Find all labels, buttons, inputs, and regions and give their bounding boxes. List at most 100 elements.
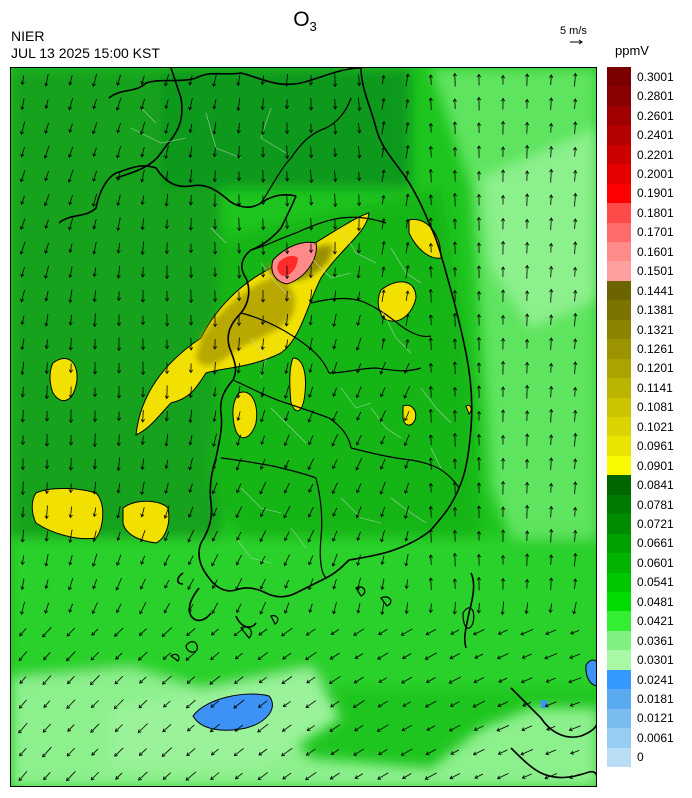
legend-swatch: [607, 630, 631, 651]
wind-arrow-head: [428, 217, 433, 221]
wind-arrow-head: [285, 178, 290, 182]
wind-arrow-head: [212, 393, 217, 398]
wind-arrow-head: [283, 442, 288, 447]
wind-arrow-head: [188, 154, 193, 159]
wind-arrow: [262, 241, 264, 255]
wind-arrow-head: [308, 249, 314, 254]
wind-arrow-head: [44, 105, 49, 110]
wind-arrow-head: [20, 153, 25, 158]
wind-arrow: [46, 530, 48, 542]
wind-arrow-head: [568, 727, 573, 732]
legend-label: 0.2201: [637, 147, 674, 162]
wind-arrow: [405, 99, 409, 109]
wind-arrow-head: [404, 465, 409, 469]
wind-arrow-head: [332, 465, 336, 470]
wind-arrow: [164, 505, 170, 519]
wind-arrow-head: [137, 729, 142, 734]
wind-arrow-head: [236, 322, 242, 327]
wind-arrow: [550, 409, 552, 423]
wind-arrow: [405, 554, 409, 566]
wind-arrow-head: [569, 775, 574, 779]
wind-arrow: [574, 410, 576, 422]
wind-arrow: [430, 337, 432, 351]
wind-arrow: [498, 749, 508, 755]
wind-arrow-head: [500, 146, 506, 150]
wind-arrow-head: [189, 321, 194, 326]
wind-arrow: [357, 554, 361, 566]
wind-arrow: [212, 507, 218, 517]
wind-arrow: [334, 193, 336, 207]
wind-arrow-head: [476, 482, 482, 486]
wind-arrow-head: [381, 217, 386, 222]
wind-arrow: [430, 97, 432, 111]
wind-arrow: [520, 749, 534, 755]
wind-arrow-head: [573, 458, 578, 462]
wind-arrow: [45, 74, 49, 86]
wind-arrow: [355, 457, 363, 471]
wind-arrow: [330, 749, 340, 755]
legend-label: 0.1021: [637, 419, 674, 434]
wind-arrow: [497, 773, 509, 779]
wind-arrow: [142, 409, 144, 423]
wind-arrow-head: [476, 122, 482, 126]
wind-arrow-head: [525, 553, 530, 557]
wind-arrow-head: [428, 145, 433, 150]
wind-arrow-head: [452, 312, 457, 317]
wind-arrow-head: [476, 145, 482, 149]
wind-arrow: [574, 267, 576, 277]
wind-arrow-head: [428, 482, 433, 487]
wind-arrow-head: [379, 418, 384, 423]
wind-arrow-head: [500, 554, 506, 559]
wind-arrow-head: [20, 466, 25, 471]
wind-arrow: [259, 530, 267, 542]
wind-arrow-head: [449, 727, 453, 732]
wind-arrow: [260, 578, 266, 590]
wind-arrow-head: [210, 751, 215, 756]
wind-arrow-head: [357, 177, 362, 182]
wind-arrow: [42, 626, 52, 638]
wind-arrow-head: [573, 552, 578, 557]
wind-arrow: [430, 386, 432, 398]
wind-arrow-head: [332, 393, 337, 397]
wind-arrow: [19, 699, 27, 709]
wind-arrow-head: [188, 129, 193, 134]
wind-arrow: [430, 74, 432, 86]
wind-arrow-head: [68, 321, 73, 326]
wind-arrow-head: [500, 434, 506, 439]
wind-arrow-head: [405, 313, 410, 318]
wind-arrow-head: [140, 346, 146, 351]
wind-arrow: [569, 773, 581, 779]
wind-arrow-head: [188, 249, 194, 254]
wind-arrow: [257, 723, 269, 733]
wind-arrow-head: [68, 394, 74, 399]
wind-arrow-head: [378, 631, 382, 636]
wind-arrow-head: [20, 106, 25, 111]
wind-arrow: [430, 146, 432, 158]
wind-arrow: [550, 289, 552, 303]
wind-arrow-head: [90, 656, 95, 661]
wind-arrow: [43, 772, 51, 780]
wind-arrow-head: [139, 679, 143, 684]
wind-arrow-head: [377, 776, 382, 780]
wind-arrow-head: [281, 728, 286, 732]
wind-arrow: [381, 147, 385, 157]
wind-arrow: [473, 749, 485, 755]
legend-label: 0.1081: [637, 400, 674, 415]
legend-swatch: [607, 144, 631, 165]
wind-arrow: [426, 725, 436, 731]
wind-arrow-head: [404, 585, 409, 590]
wind-arrow-head: [450, 751, 455, 755]
wind-arrow-head: [357, 129, 362, 134]
wind-arrow-head: [452, 72, 457, 77]
wind-arrow-head: [284, 345, 289, 350]
wind-arrow-head: [188, 202, 193, 206]
wind-arrow-head: [164, 537, 168, 542]
wind-arrow-head: [68, 369, 73, 374]
wind-arrow-head: [188, 106, 193, 111]
wind-arrow-head: [212, 443, 216, 448]
wind-arrow-head: [525, 144, 530, 149]
wind-arrow: [140, 530, 146, 542]
wind-arrow-head: [569, 655, 574, 659]
wind-arrow: [189, 458, 193, 470]
wind-arrow: [426, 629, 436, 635]
